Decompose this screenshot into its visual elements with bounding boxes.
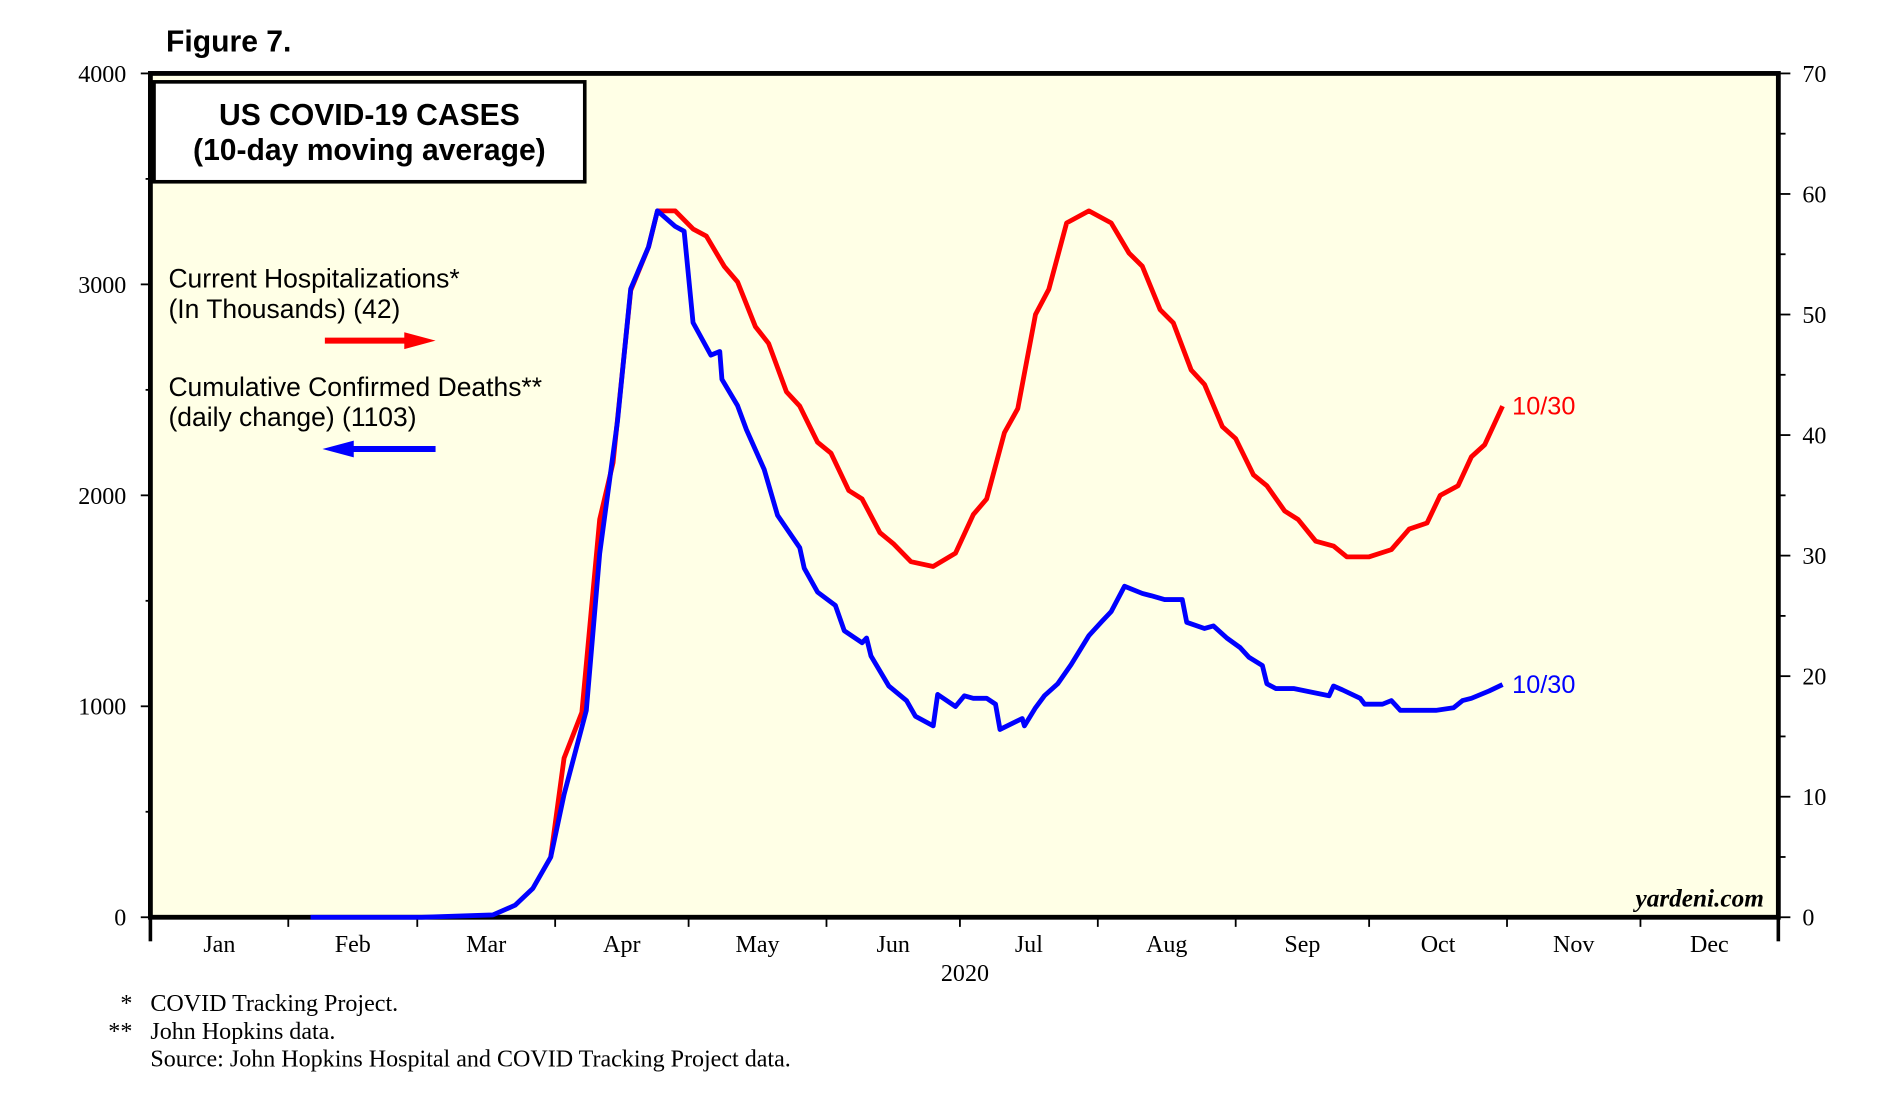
watermark: yardeni.com <box>1633 884 1764 912</box>
hospitalizations-line <box>548 208 1505 858</box>
left-axis-tick-label: 2000 <box>78 484 126 510</box>
right-axis-tick-label: 0 <box>1802 906 1814 932</box>
right-axis-tick-label: 30 <box>1802 544 1826 570</box>
source-note: Source: John Hopkins Hospital and COVID … <box>150 1047 790 1073</box>
chart-title: US COVID-19 CASES <box>219 99 520 132</box>
legend-deaths-sub: (daily change) (1103) <box>168 402 416 432</box>
x-axis-tick-label: Aug <box>1146 932 1187 958</box>
right-axis-tick-label: 20 <box>1802 665 1826 691</box>
legend-hosp-label: Current Hospitalizations* <box>168 264 459 294</box>
left-axis-tick-label: 0 <box>114 906 126 932</box>
x-axis-label: 2020 <box>941 961 989 987</box>
footnote-mark: * <box>120 991 132 1017</box>
figure-label: Figure 7. <box>166 26 291 59</box>
x-axis-tick-label: Apr <box>603 932 640 958</box>
plot-area <box>147 71 1781 920</box>
x-axis-tick-label: Jan <box>203 932 235 958</box>
left-axis-tick-label: 4000 <box>78 62 126 88</box>
series-end-label: 10/30 <box>1512 671 1575 699</box>
chart-subtitle: (10-day moving average) <box>193 134 546 167</box>
x-axis-tick-label: Jun <box>877 932 910 958</box>
series-end-label: 10/30 <box>1512 393 1575 421</box>
footnote-mark: ** <box>108 1019 132 1045</box>
footnote-text: COVID Tracking Project. <box>150 991 398 1017</box>
right-axis-tick-label: 10 <box>1802 785 1826 811</box>
x-axis-tick-label: Oct <box>1421 932 1456 958</box>
right-axis-tick-label: 50 <box>1802 303 1826 329</box>
left-axis-tick-label: 1000 <box>78 695 126 721</box>
legend-deaths-label: Cumulative Confirmed Deaths** <box>168 372 542 402</box>
right-axis-tick-label: 60 <box>1802 182 1826 208</box>
legend-hosp-sub: (In Thousands) (42) <box>168 294 400 324</box>
x-axis-tick-label: May <box>736 932 780 958</box>
arrow-right-icon <box>324 332 436 350</box>
right-axis-tick-label: 40 <box>1802 423 1826 449</box>
x-axis-tick-label: Dec <box>1690 932 1729 958</box>
left-axis-tick-label: 3000 <box>78 273 126 299</box>
right-axis-tick-label: 70 <box>1802 62 1826 88</box>
x-axis-tick-label: Sep <box>1284 932 1320 958</box>
x-axis-tick-label: Nov <box>1553 932 1595 958</box>
footnote-text: John Hopkins data. <box>150 1019 335 1045</box>
x-axis-tick-label: Jul <box>1015 932 1043 958</box>
title-box <box>152 80 587 184</box>
x-axis-tick-label: Mar <box>466 932 506 958</box>
arrow-left-icon <box>322 440 436 458</box>
deaths-line <box>310 208 1504 920</box>
x-axis-tick-label: Feb <box>335 932 371 958</box>
